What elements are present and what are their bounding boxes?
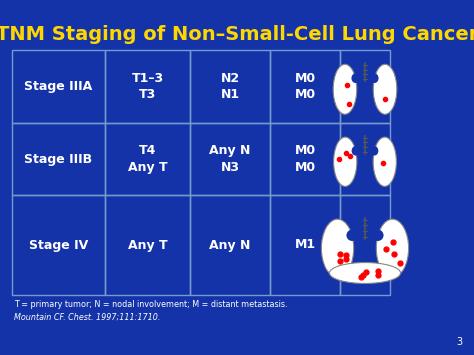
Ellipse shape <box>351 73 360 83</box>
Text: T4
Any T: T4 Any T <box>128 144 167 174</box>
Ellipse shape <box>333 64 357 114</box>
Ellipse shape <box>352 146 360 155</box>
Text: T = primary tumor; N = nodal involvement; M = distant metastasis.: T = primary tumor; N = nodal involvement… <box>14 300 288 309</box>
Text: 3: 3 <box>456 337 462 347</box>
Text: M1: M1 <box>294 239 316 251</box>
Text: T1–3
T3: T1–3 T3 <box>131 71 164 102</box>
Text: Mountain CF. Chest. 1997;111:1710.: Mountain CF. Chest. 1997;111:1710. <box>14 313 160 322</box>
Text: Stage IV: Stage IV <box>29 239 88 251</box>
Ellipse shape <box>321 219 354 277</box>
Text: Any T: Any T <box>128 239 167 251</box>
Bar <box>270 123 340 195</box>
Text: M0
M0: M0 M0 <box>294 144 316 174</box>
Bar <box>12 123 105 195</box>
Bar <box>12 50 105 123</box>
Ellipse shape <box>372 230 383 241</box>
Text: N2
N1: N2 N1 <box>220 71 239 102</box>
Ellipse shape <box>373 137 396 186</box>
Bar <box>340 195 390 295</box>
Text: Stage IIIB: Stage IIIB <box>25 153 92 165</box>
Bar <box>105 50 190 123</box>
Text: Any N: Any N <box>210 239 251 251</box>
Text: TNM Staging of Non–Small-Cell Lung Cancer: TNM Staging of Non–Small-Cell Lung Cance… <box>0 25 474 44</box>
Text: M0
M0: M0 M0 <box>294 71 316 102</box>
Text: Stage IIIA: Stage IIIA <box>24 80 92 93</box>
Ellipse shape <box>370 73 379 83</box>
Bar <box>270 195 340 295</box>
Bar <box>12 195 105 295</box>
Bar <box>190 50 270 123</box>
Bar <box>340 50 390 123</box>
Ellipse shape <box>346 230 358 241</box>
Bar <box>190 123 270 195</box>
Bar <box>190 195 270 295</box>
Ellipse shape <box>334 137 357 186</box>
Ellipse shape <box>370 146 378 155</box>
Bar <box>105 195 190 295</box>
Bar <box>340 123 390 195</box>
Bar <box>270 50 340 123</box>
Bar <box>105 123 190 195</box>
Ellipse shape <box>376 219 409 277</box>
Ellipse shape <box>373 64 397 114</box>
Text: Any N
N3: Any N N3 <box>210 144 251 174</box>
Ellipse shape <box>329 263 401 283</box>
